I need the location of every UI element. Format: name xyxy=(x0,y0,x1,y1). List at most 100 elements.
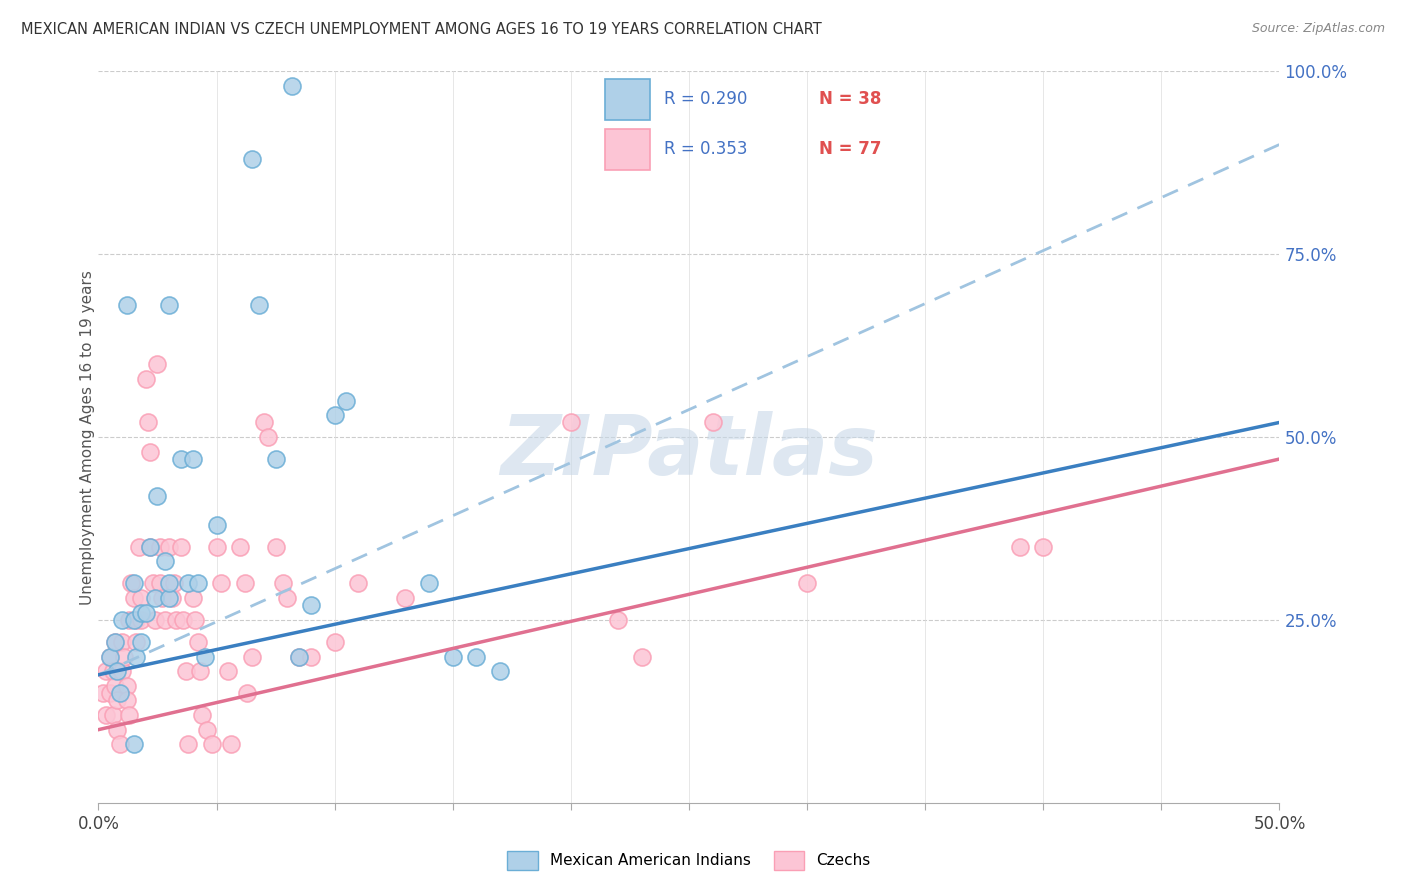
Point xyxy=(122,737,145,751)
Point xyxy=(129,613,152,627)
Point xyxy=(112,649,135,664)
Point xyxy=(143,591,166,605)
Point xyxy=(165,613,187,627)
Point xyxy=(177,576,200,591)
Point xyxy=(240,649,263,664)
Point xyxy=(108,737,131,751)
Point xyxy=(157,591,180,605)
Point xyxy=(118,613,141,627)
Point xyxy=(181,591,204,605)
Point xyxy=(122,576,145,591)
Point xyxy=(257,430,280,444)
Point xyxy=(142,576,165,591)
Point xyxy=(170,540,193,554)
Point xyxy=(98,649,121,664)
Point xyxy=(607,613,630,627)
Point xyxy=(288,649,311,664)
Point xyxy=(264,452,287,467)
Point xyxy=(299,599,322,613)
Text: N = 77: N = 77 xyxy=(818,141,882,159)
Point xyxy=(1008,540,1031,554)
Point xyxy=(143,613,166,627)
Point xyxy=(104,635,127,649)
Point xyxy=(177,737,200,751)
Y-axis label: Unemployment Among Ages 16 to 19 years: Unemployment Among Ages 16 to 19 years xyxy=(80,269,94,605)
Point xyxy=(115,693,138,707)
Point xyxy=(247,298,270,312)
Point xyxy=(702,416,724,430)
Point xyxy=(125,649,148,664)
Point xyxy=(125,635,148,649)
Point xyxy=(153,554,176,568)
Point xyxy=(253,416,276,430)
Point xyxy=(139,540,162,554)
Point xyxy=(94,708,117,723)
Point xyxy=(236,686,259,700)
Point xyxy=(118,708,141,723)
Point xyxy=(157,298,180,312)
Point xyxy=(91,686,114,700)
Point xyxy=(136,416,159,430)
Point xyxy=(94,664,117,678)
Point xyxy=(111,664,134,678)
Point xyxy=(796,576,818,591)
Point xyxy=(135,606,157,620)
Point xyxy=(101,664,124,678)
Point xyxy=(111,613,134,627)
Point xyxy=(335,393,357,408)
Point xyxy=(115,679,138,693)
Point xyxy=(299,649,322,664)
Text: R = 0.353: R = 0.353 xyxy=(664,141,748,159)
Point xyxy=(149,540,172,554)
Point xyxy=(219,737,242,751)
Point xyxy=(122,613,145,627)
Point xyxy=(465,649,488,664)
Point xyxy=(149,576,172,591)
Point xyxy=(209,576,232,591)
Legend: Mexican American Indians, Czechs: Mexican American Indians, Czechs xyxy=(501,845,877,876)
Text: N = 38: N = 38 xyxy=(818,90,882,108)
Point xyxy=(108,686,131,700)
Point xyxy=(276,591,298,605)
Point xyxy=(170,452,193,467)
Point xyxy=(121,576,143,591)
Point xyxy=(139,444,162,458)
Point xyxy=(394,591,416,605)
Point xyxy=(187,635,209,649)
Point xyxy=(122,591,145,605)
Point xyxy=(104,679,127,693)
Point xyxy=(560,416,582,430)
Point xyxy=(174,664,197,678)
Point xyxy=(101,708,124,723)
Point xyxy=(201,737,224,751)
Point xyxy=(489,664,512,678)
Point xyxy=(1032,540,1054,554)
Point xyxy=(441,649,464,664)
Point xyxy=(217,664,239,678)
Point xyxy=(205,517,228,532)
Point xyxy=(323,635,346,649)
Point xyxy=(160,591,183,605)
Point xyxy=(163,576,186,591)
Point xyxy=(172,613,194,627)
Point xyxy=(111,635,134,649)
Point xyxy=(240,152,263,166)
Text: ZIPatlas: ZIPatlas xyxy=(501,411,877,492)
Point xyxy=(184,613,207,627)
Point xyxy=(139,540,162,554)
Text: R = 0.290: R = 0.290 xyxy=(664,90,748,108)
Point xyxy=(281,78,304,93)
Point xyxy=(146,489,169,503)
Point xyxy=(630,649,652,664)
Point xyxy=(146,357,169,371)
Text: Source: ZipAtlas.com: Source: ZipAtlas.com xyxy=(1251,22,1385,36)
Point xyxy=(323,408,346,422)
Point xyxy=(187,576,209,591)
Point xyxy=(104,635,127,649)
Point xyxy=(135,371,157,385)
Point xyxy=(288,649,311,664)
Point xyxy=(157,576,180,591)
Point xyxy=(271,576,294,591)
Point xyxy=(418,576,440,591)
Point xyxy=(129,635,152,649)
